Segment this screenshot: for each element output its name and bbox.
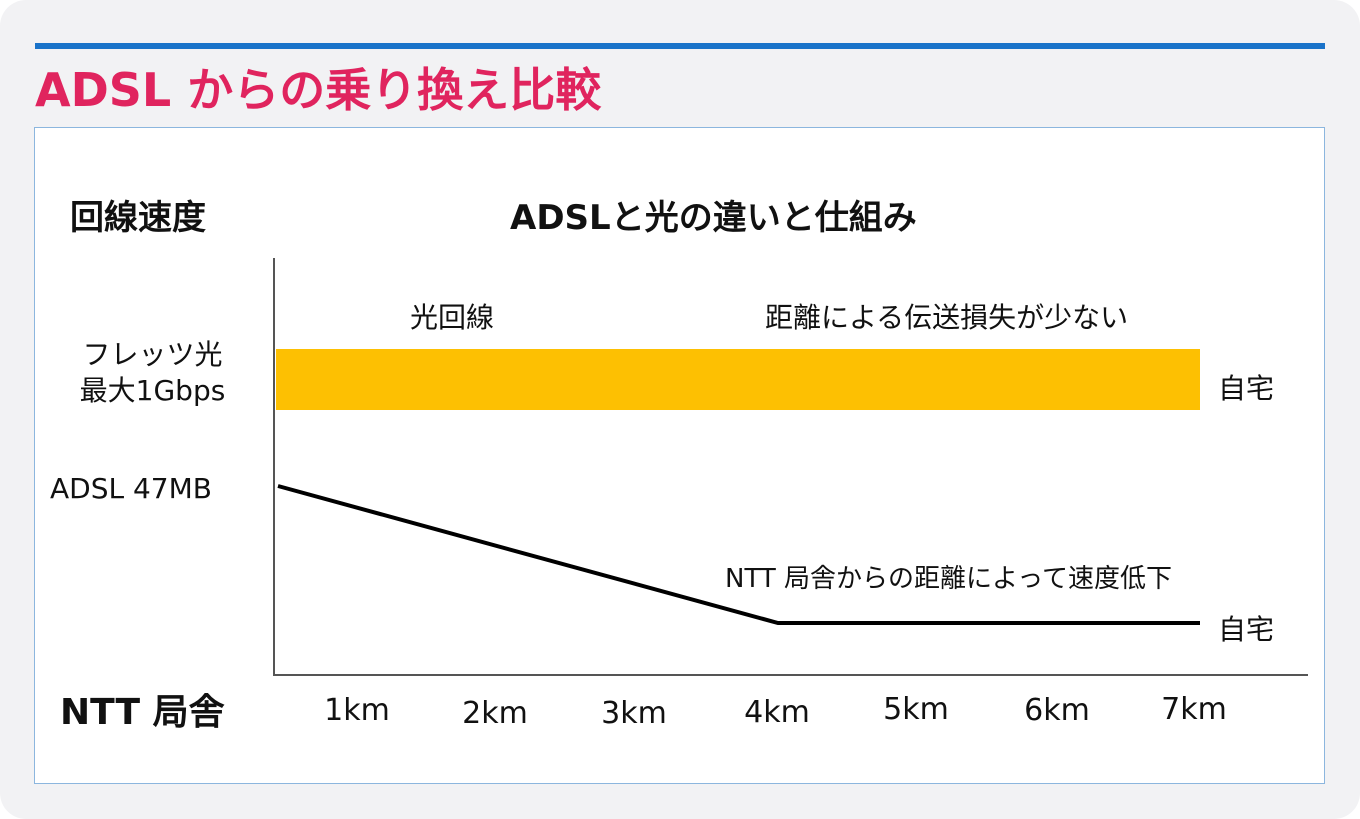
fiber-speed-label-line2: 最大1Gbps [79,374,226,407]
x-tick-6: 6km [1024,693,1090,728]
x-tick-2: 2km [462,696,528,731]
fiber-speed-label-line1: フレッツ光 [82,338,223,371]
x-axis [273,674,1308,676]
y-axis [273,258,275,676]
title-rule [35,43,1325,49]
x-tick-1: 1km [324,693,390,728]
y-axis-heading: 回線速度 [70,198,206,238]
fiber-home-label: 自宅 [1218,372,1275,405]
page-title: ADSL からの乗り換え比較 [35,63,602,117]
origin-label: NTT 局舎 [60,692,225,733]
adsl-note: NTT 局舎からの距離によって速度低下 [725,564,1172,594]
x-tick-3: 3km [601,696,667,731]
fiber-note: 距離による伝送損失が少ない [765,301,1129,334]
adsl-speed-label: ADSL 47MB [50,472,212,505]
chart-heading: ADSLと光の違いと仕組み [510,198,917,238]
x-tick-7: 7km [1161,692,1227,727]
fiber-line-label: 光回線 [410,301,495,334]
adsl-home-label: 自宅 [1218,613,1275,646]
x-tick-5: 5km [883,692,949,727]
fiber-bar [276,349,1200,410]
x-tick-4: 4km [744,695,810,730]
fiber-speed-label: フレッツ光 最大1Gbps [60,337,245,409]
